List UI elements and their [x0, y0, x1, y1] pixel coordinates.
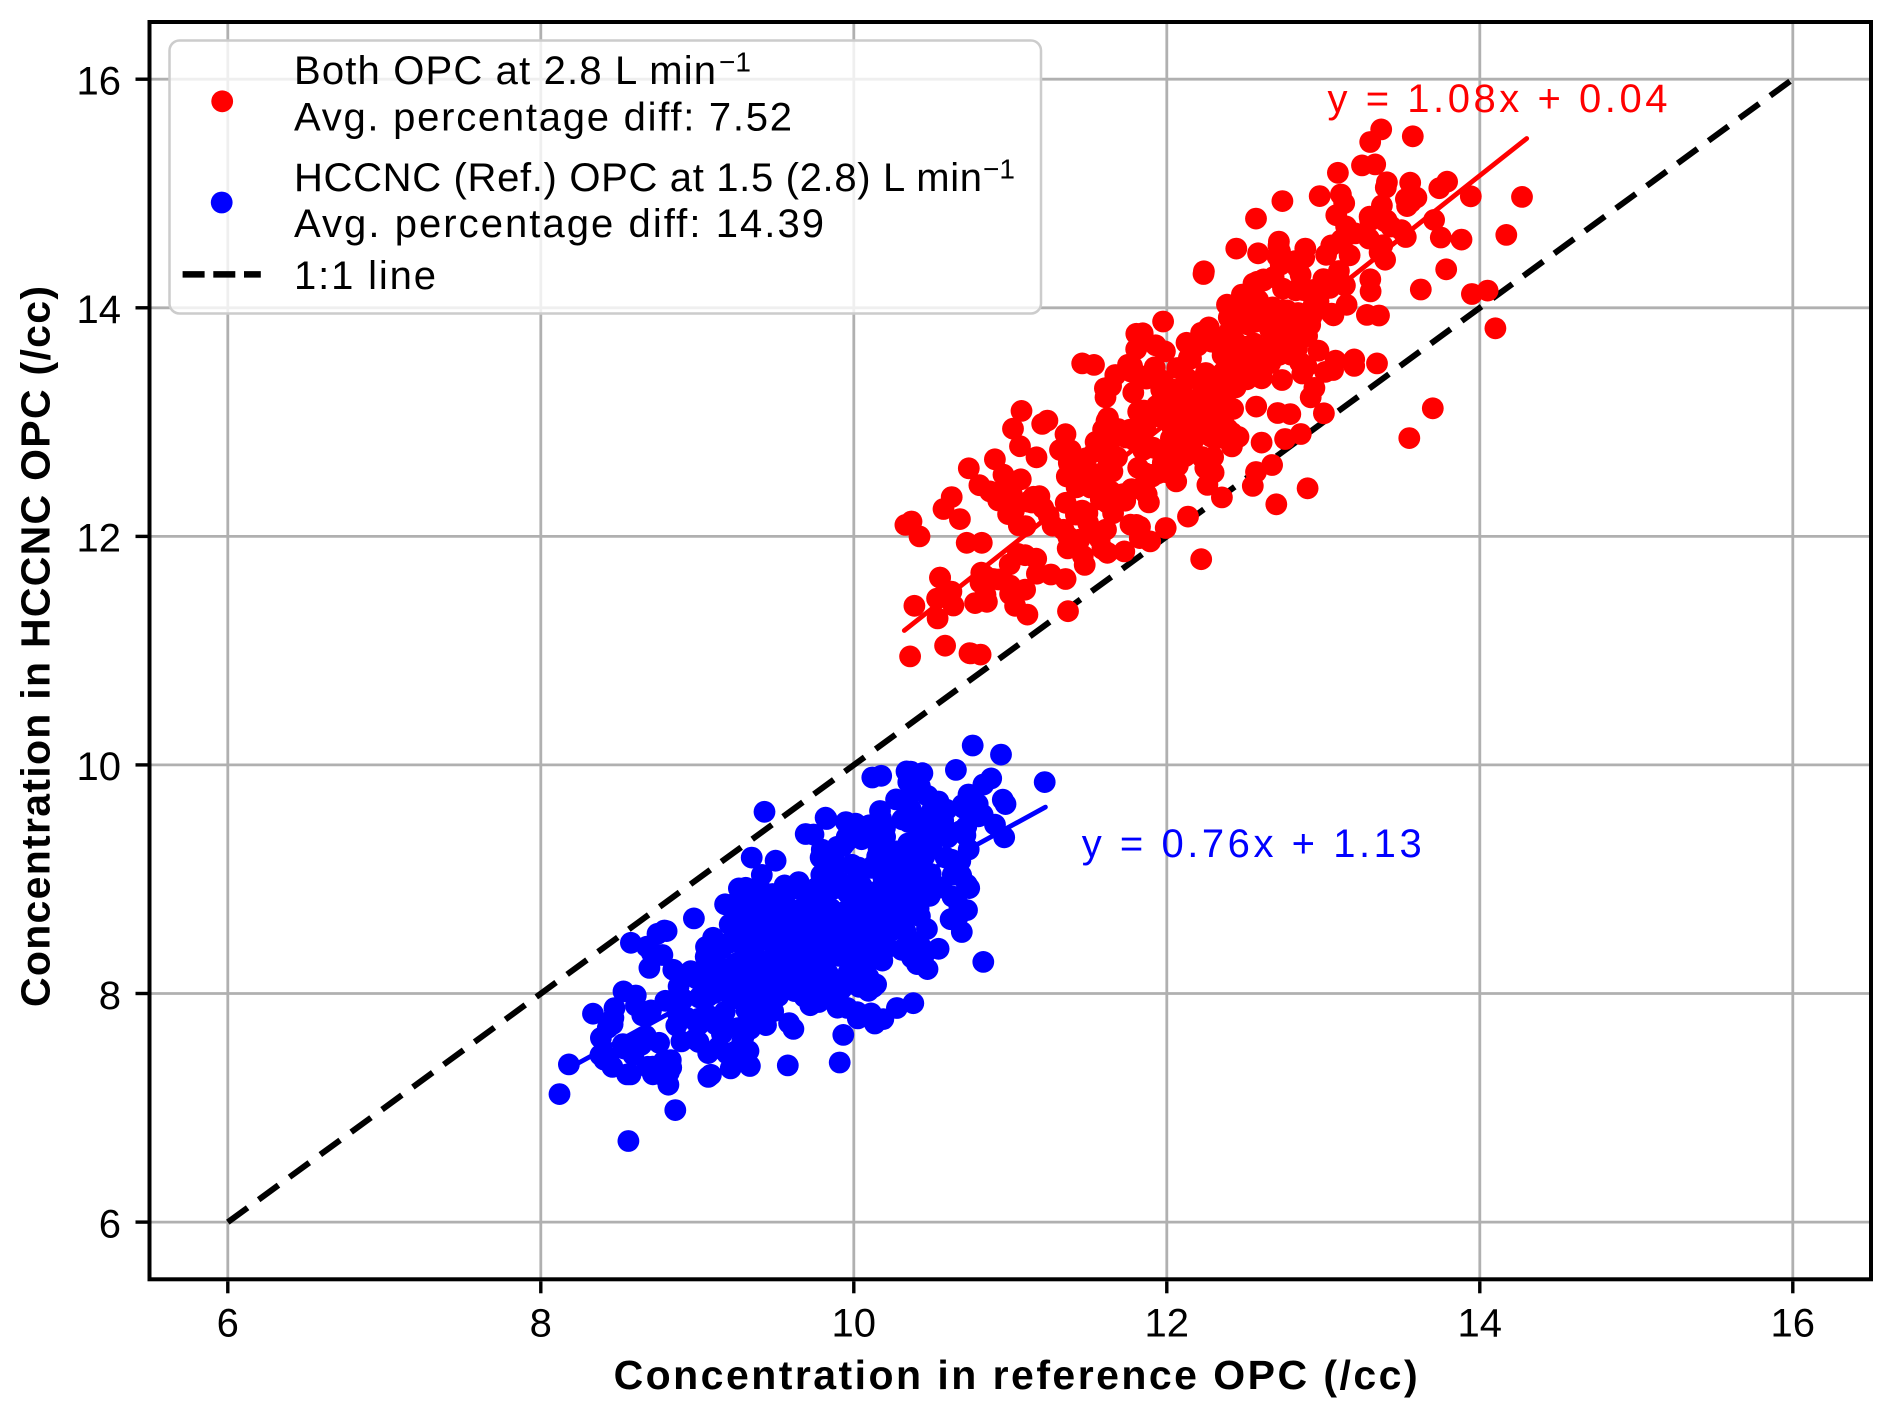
svg-text:Concentration in HCCNC OPC (/c: Concentration in HCCNC OPC (/cc) — [13, 286, 59, 1007]
svg-text:14: 14 — [77, 288, 122, 332]
svg-text:HCCNC (Ref.) OPC at 1.5 (2.8): HCCNC (Ref.) OPC at 1.5 (2.8) L min — [294, 156, 982, 200]
svg-text:10: 10 — [77, 745, 122, 789]
svg-text:14: 14 — [1458, 1302, 1503, 1346]
svg-text:Avg. percentage diff: 14.39: Avg. percentage diff: 14.39 — [294, 202, 824, 246]
svg-text:10: 10 — [832, 1302, 877, 1346]
svg-text:8: 8 — [530, 1302, 552, 1346]
svg-text:16: 16 — [77, 59, 122, 103]
svg-text:Both OPC at 2.8 L min: Both OPC at 2.8 L min — [294, 49, 716, 93]
svg-text:8: 8 — [99, 974, 121, 1018]
svg-text:Concentration in reference OPC: Concentration in reference OPC (/cc) — [614, 1352, 1418, 1398]
svg-text:6: 6 — [217, 1302, 239, 1346]
svg-text:6: 6 — [99, 1202, 121, 1246]
svg-text:16: 16 — [1771, 1302, 1816, 1346]
svg-text:12: 12 — [1145, 1302, 1190, 1346]
svg-text:12: 12 — [77, 517, 122, 561]
svg-text:−1: −1 — [983, 154, 1015, 185]
svg-text:1:1 line: 1:1 line — [294, 254, 436, 298]
svg-text:Avg. percentage diff: 7.52: Avg. percentage diff: 7.52 — [294, 96, 792, 140]
svg-text:−1: −1 — [719, 47, 751, 78]
